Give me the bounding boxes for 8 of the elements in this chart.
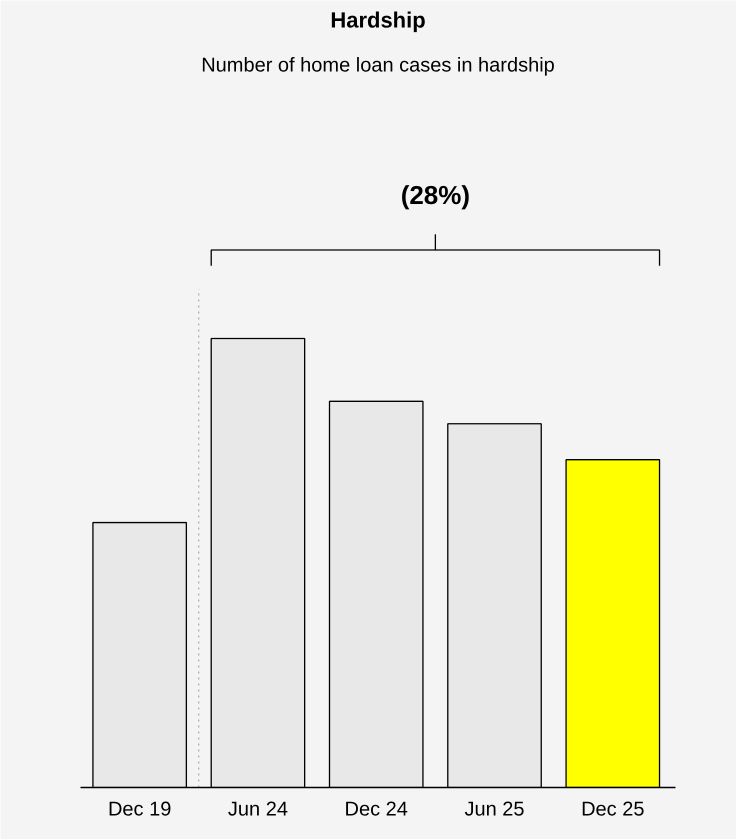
chart-subtitle: Number of home loan cases in hardship [201,54,555,76]
x-tick-label: Dec 24 [344,798,408,820]
x-tick-label: Dec 19 [108,798,172,820]
x-tick-label: Jun 25 [464,798,525,820]
chart-title: Hardship [330,8,426,32]
x-tick-label: Jun 24 [228,798,288,820]
text: (28%) [400,180,470,210]
x-tick-label: Dec 25 [581,798,644,820]
